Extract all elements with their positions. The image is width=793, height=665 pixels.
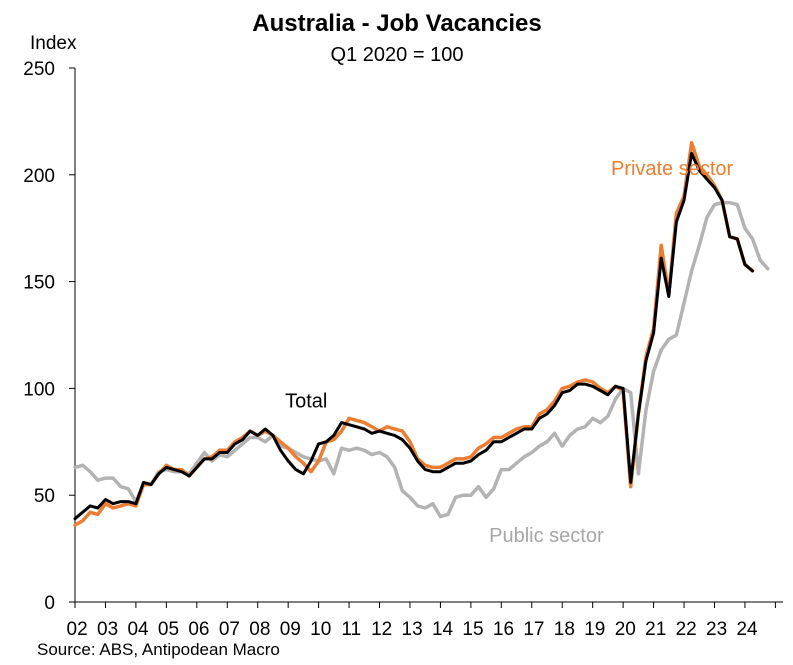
x-tick-label: 13 [402,619,423,640]
chart-subtitle: Q1 2020 = 100 [331,44,464,66]
y-tick-label: 150 [23,273,55,294]
x-tick-label: 06 [188,619,209,640]
x-axis: 02 03 04 05 06 07 08 09 10 11 12 13 14 15 16 17 18 19 20 21… [67,601,783,640]
series-group [73,141,770,527]
x-tick-label: 03 [97,619,118,640]
x-tick-label: 20 [615,619,636,640]
x-tick-label: 18 [554,619,575,640]
x-tick-label: 17 [523,619,544,640]
y-tick-label: 0 [44,593,55,614]
y-axis: 0 50 100 150 200 250 [23,59,76,614]
x-tick-label: 21 [645,619,666,640]
annotation-total: Total [285,391,327,413]
source-note: Source: ABS, Antipodean Macro [37,640,280,659]
x-tick-label: 22 [676,619,697,640]
x-tick-label: 24 [736,619,758,640]
chart-title: Australia - Job Vacancies [252,10,541,37]
x-tick-label: 04 [127,619,149,640]
x-tick-label: 11 [341,619,361,640]
annotations: Total Private sector Public sector [285,158,733,547]
annotation-private-sector: Private sector [611,158,734,180]
series-line-private-sector [73,141,755,527]
x-tick-label: 12 [371,619,392,640]
x-tick-label: 14 [432,619,454,640]
x-tick-label: 16 [493,619,514,640]
y-tick-label: 250 [23,59,55,80]
x-tick-label: 09 [280,619,301,640]
series-line-total [73,151,754,521]
x-tick-label: 02 [67,619,88,640]
y-tick-label: 200 [23,166,55,187]
y-tick-label: 100 [23,379,55,400]
y-axis-label: Index [30,33,77,54]
annotation-public-sector: Public sector [489,525,604,547]
x-tick-label: 08 [249,619,270,640]
x-tick-label: 07 [219,619,240,640]
x-tick-label: 05 [158,619,179,640]
x-tick-label: 15 [462,619,483,640]
x-tick-label: 23 [706,619,727,640]
y-tick-label: 50 [34,486,55,507]
x-tick-label: 10 [310,619,331,640]
x-tick-label: 19 [584,619,605,640]
